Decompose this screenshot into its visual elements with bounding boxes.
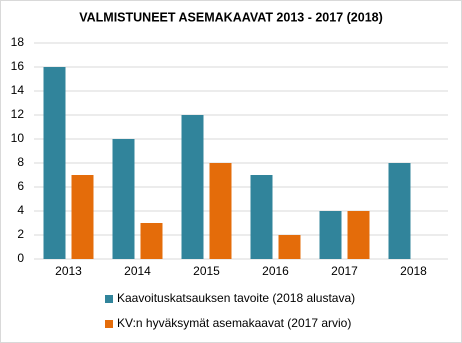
bar [347, 211, 370, 259]
y-tick-label: 14 [11, 83, 25, 97]
bar [181, 115, 204, 259]
chart-title: VALMISTUNEET ASEMAKAAVAT 2013 - 2017 (20… [79, 10, 383, 24]
x-tick-label: 2013 [55, 264, 82, 278]
x-tick-label: 2018 [400, 264, 427, 278]
y-tick-label: 12 [11, 107, 25, 121]
x-tick-label: 2015 [193, 264, 220, 278]
y-tick-label: 18 [11, 35, 25, 49]
y-tick-label: 10 [11, 131, 25, 145]
bar [209, 163, 232, 259]
legend-label: Kaavoituskatsauksen tavoite (2018 alusta… [117, 291, 355, 305]
bar [278, 235, 301, 259]
y-tick-label: 16 [11, 59, 25, 73]
bar [319, 211, 342, 259]
bar [43, 67, 66, 259]
bar [112, 139, 135, 259]
bar [388, 163, 411, 259]
bar [140, 223, 163, 259]
legend-swatch [105, 320, 113, 328]
x-tick-label: 2014 [124, 264, 151, 278]
legend-label: KV:n hyväksymät asemakaavat (2017 arvio) [117, 316, 351, 330]
bar [250, 175, 273, 259]
y-tick-label: 6 [17, 179, 24, 193]
y-tick-label: 8 [17, 155, 24, 169]
y-tick-label: 4 [17, 203, 24, 217]
x-tick-label: 2017 [331, 264, 358, 278]
y-tick-label: 0 [17, 251, 24, 265]
bar [71, 175, 94, 259]
legend-swatch [105, 295, 113, 303]
y-tick-label: 2 [17, 227, 24, 241]
x-tick-label: 2016 [262, 264, 289, 278]
